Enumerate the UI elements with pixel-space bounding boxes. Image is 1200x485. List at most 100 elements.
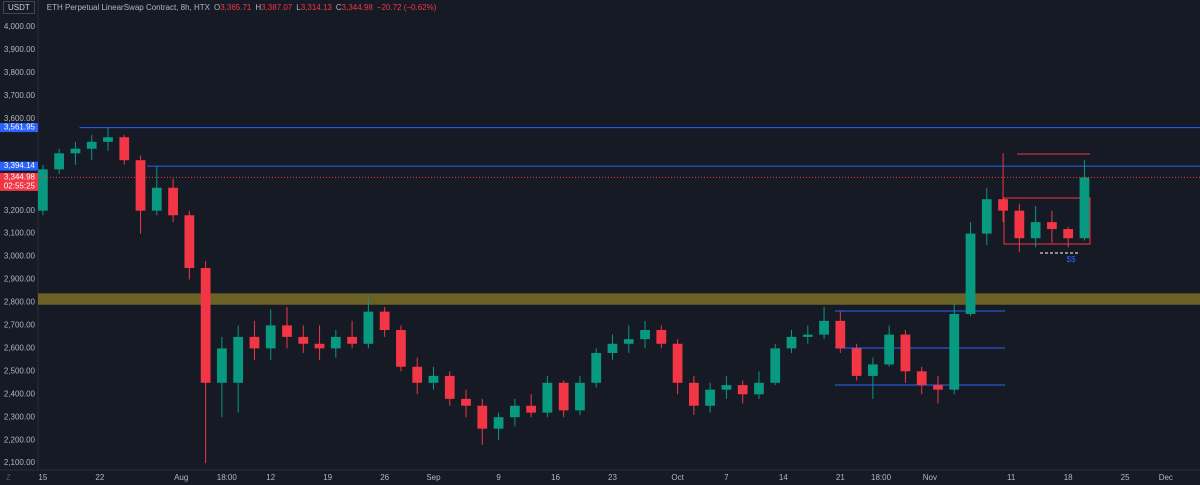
candles [38,127,1090,464]
candle-body [363,311,374,344]
x-tick-label: 12 [266,473,275,482]
candle-body [575,382,585,411]
candle-body [509,405,520,418]
candle-body [916,371,927,386]
x-tick-label: 18:00 [871,473,892,482]
y-tick-label: 3,100.00 [4,229,36,238]
y-tick-label: 3,800.00 [4,68,36,77]
price-badge-label: 3,561.95 [4,123,36,132]
candle-body [249,336,260,349]
x-tick-label: 25 [1121,473,1130,482]
candle-body [135,160,146,211]
x-tick-label: 11 [1007,473,1016,482]
y-tick-label: 3,200.00 [4,206,36,215]
logo: Z [6,473,11,482]
x-tick-label: Sep [426,473,441,482]
candle-body [607,343,618,353]
candle-body [623,339,634,344]
candle-body [282,325,292,337]
candle-body [770,348,781,383]
candle-body [1063,229,1074,239]
candle-body [591,352,602,383]
candle-body [851,348,862,376]
candle-body [1030,222,1041,239]
candle-body [1014,210,1025,239]
candle-body [1047,222,1057,230]
candle-body [640,330,650,340]
y-tick-label: 2,900.00 [4,275,36,284]
candle-body [86,141,97,149]
x-tick-label: Aug [174,473,188,482]
countdown: 02:55:25 [4,182,36,191]
x-tick-label: 18:00 [217,473,238,482]
legend-item: O3,365.71 [214,3,251,12]
header: USDT ETH Perpetual LinearSwap Contract, … [0,0,436,14]
candle-body [542,382,553,413]
title: ETH Perpetual LinearSwap Contract, 8h, H… [46,2,210,12]
annotation: $$ [1067,255,1076,264]
candle-body [461,398,471,406]
legend-item: L3,314.13 [296,3,332,12]
zone [38,293,1200,305]
candle-body [526,405,536,413]
candle-body [38,169,48,211]
x-tick-label: 21 [836,473,845,482]
x-tick-label: Nov [923,473,937,482]
candle-body [477,405,488,429]
candle-body [705,389,716,406]
candle-body [151,187,162,211]
price-badge [0,161,38,171]
legend-item: −20.72 (−0.62%) [377,3,437,12]
candle-body [672,343,683,383]
legend-value: 3,344.98 [341,2,373,12]
x-tick-label: 22 [95,473,104,482]
y-tick-label: 2,400.00 [4,389,36,398]
legend-value: 3,365.71 [220,2,252,12]
candle-body [835,320,846,349]
legend-label: O [213,2,221,12]
x-tick-label: 15 [38,473,47,482]
legend-value: 3,387.07 [261,2,293,12]
y-tick-label: 2,100.00 [4,458,36,467]
candle-body [802,334,813,337]
y-tick-label: 3,600.00 [4,114,36,123]
x-tick-label: Oct [671,473,684,482]
price-badge [0,172,38,191]
candle-body [217,348,227,383]
y-tick-label: 3,900.00 [4,45,36,54]
legend-item: H3,387.07 [255,3,292,12]
candle-body [868,364,878,376]
candle-body [184,215,195,269]
candle-body [54,153,65,170]
candle-body [754,382,764,395]
candle-body [721,385,732,390]
y-tick-label: 2,600.00 [4,343,36,352]
price-badge [0,123,38,133]
x-tick-label: 14 [779,473,788,482]
price-badge-label: 3,344.98 [4,173,36,182]
candle-body [428,375,439,383]
candle-body [233,336,244,383]
x-tick-label: 23 [608,473,617,482]
candle-body [103,137,113,142]
y-tick-label: 2,500.00 [4,366,36,375]
y-tick-label: 3,000.00 [4,252,36,261]
candle-body [786,336,797,349]
y-tick-label: 4,000.00 [4,22,36,31]
y-tick-label: 2,200.00 [4,435,36,444]
candle-body [998,199,1008,211]
candle-body [1079,177,1090,239]
x-tick-label: 16 [551,473,560,482]
drawing-box [1003,197,1091,245]
candle-body [379,311,390,331]
legend-item: C3,344.98 [336,3,373,12]
candle-body [396,330,406,367]
y-tick-label: 2,800.00 [4,298,36,307]
y-tick-label: 2,300.00 [4,412,36,421]
candle-body [168,187,178,216]
candle-body [933,385,943,390]
x-tick-label: Dec [1159,473,1173,482]
